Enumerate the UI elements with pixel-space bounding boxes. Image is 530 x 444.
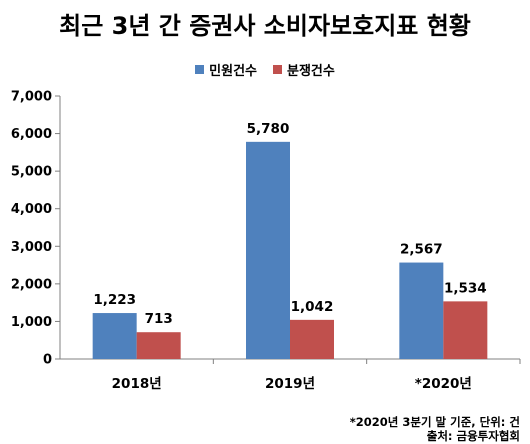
bar-disputes xyxy=(290,319,334,359)
legend-label-disputes: 분쟁건수 xyxy=(287,64,335,79)
legend-swatch-complaints xyxy=(195,65,205,74)
legend-item-complaints: 민원건수 xyxy=(195,60,257,79)
data-label: 1,042 xyxy=(291,299,334,315)
source-note: 출처: 금융투자협회 xyxy=(426,429,520,443)
data-label: 1,534 xyxy=(444,280,487,296)
bar-disputes xyxy=(136,332,181,359)
legend-swatch-disputes xyxy=(273,65,282,74)
y-tick-label: 2,000 xyxy=(11,277,52,292)
bar-complaints xyxy=(92,313,137,359)
y-tick-label: 0 xyxy=(43,353,52,368)
bar-chart: 0 1,000 2,000 3,000 4,000 5,000 6,000 7,000 1,22… xyxy=(11,90,521,392)
legend-item-disputes: 분쟁건수 xyxy=(273,60,335,79)
y-tick-label: 4,000 xyxy=(11,202,52,217)
data-label: 5,780 xyxy=(247,121,290,137)
data-label: 713 xyxy=(145,311,173,327)
y-tick-label: 3,000 xyxy=(11,240,52,255)
x-tick-label: *2020년 xyxy=(415,376,472,392)
data-label: 1,223 xyxy=(93,292,136,308)
y-tick-label: 7,000 xyxy=(11,90,52,105)
y-tick-label: 6,000 xyxy=(11,127,52,142)
x-tick-label: 2018년 xyxy=(112,376,162,392)
bar-disputes xyxy=(443,301,488,359)
bar-complaints xyxy=(246,141,290,359)
data-label: 2,567 xyxy=(400,242,443,258)
legend-label-complaints: 민원건수 xyxy=(209,64,257,79)
y-tick-label: 1,000 xyxy=(11,315,52,330)
y-tick-label: 5,000 xyxy=(11,165,52,180)
x-tick-label: 2019년 xyxy=(265,376,315,392)
chart-title: 최근 3년 간 증권사 소비자보호지표 현황 xyxy=(59,12,471,40)
bar-complaints xyxy=(399,262,444,359)
footnote: *2020년 3분기 말 기준, 단위: 건 xyxy=(349,415,520,429)
chart-legend: 민원건수 분쟁건수 xyxy=(0,60,530,79)
